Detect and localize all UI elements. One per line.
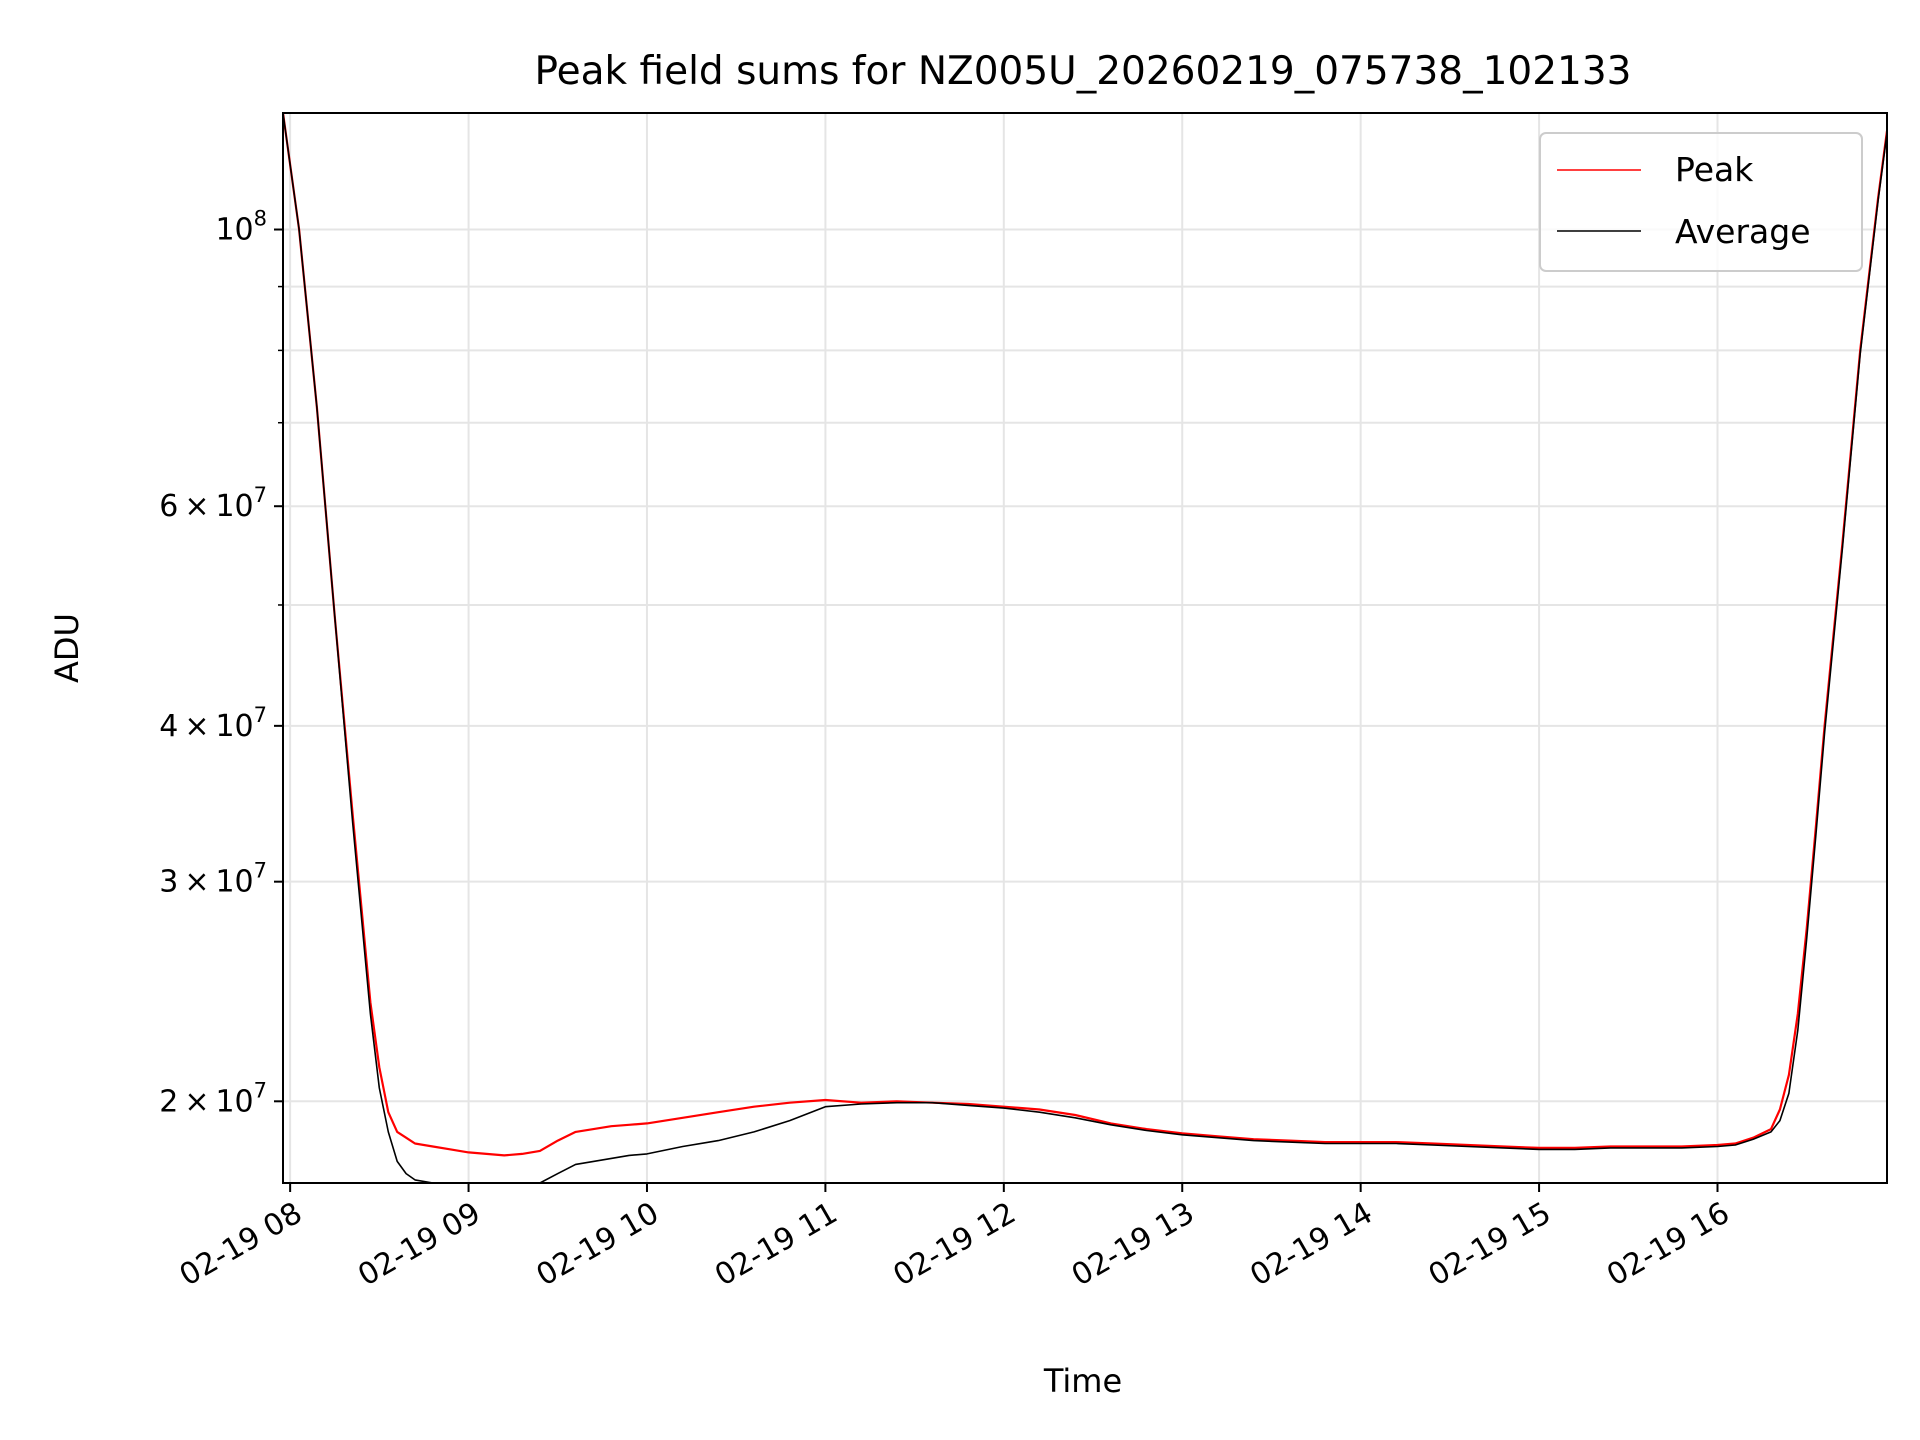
series-layer [283, 113, 1887, 1183]
plot-frame [282, 112, 1888, 1184]
y-axis-ticks: 2 × 107 3 × 107 4 × 107 6 × 107 108 [159, 207, 283, 1119]
series-line-average [283, 113, 1887, 1183]
series-line-peak [283, 113, 1887, 1157]
y-tick-label: 4 × 107 [159, 703, 267, 744]
legend-box [1539, 132, 1863, 272]
y-tick-label: 108 [215, 207, 267, 248]
legend-label-peak: Peak [1675, 150, 1754, 189]
x-axis-label: Time [1043, 1362, 1122, 1400]
y-axis-label: ADU [48, 613, 86, 683]
grid [283, 113, 1887, 1183]
y-tick-label: 2 × 107 [159, 1078, 267, 1119]
chart-title: Peak field sums for NZ005U_20260219_0757… [535, 49, 1632, 94]
legend-label-average: Average [1675, 212, 1811, 251]
y-tick-label: 6 × 107 [159, 483, 267, 524]
legend: Peak Average [1539, 132, 1863, 272]
y-tick-label: 3 × 107 [159, 859, 267, 900]
